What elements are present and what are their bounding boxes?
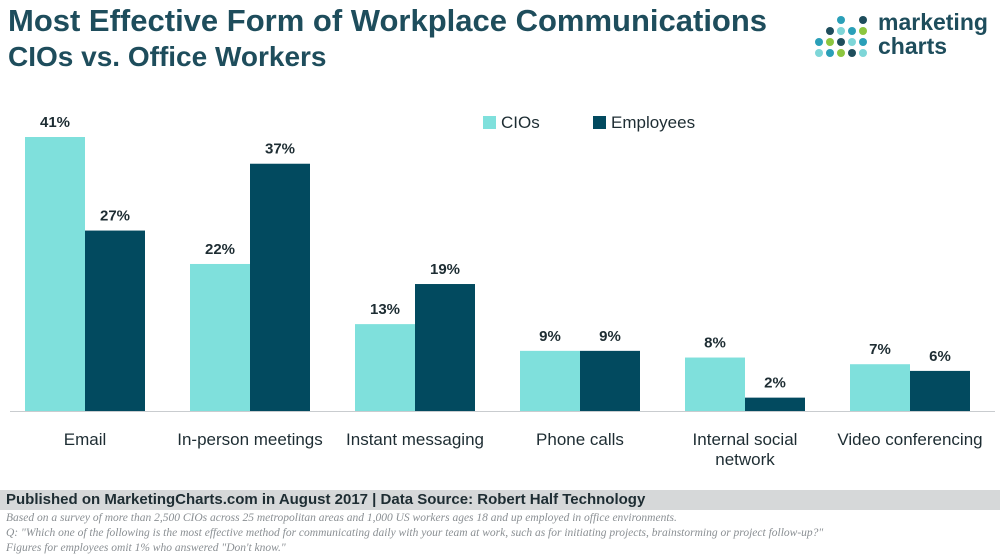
bar-employees-1 xyxy=(250,163,310,411)
footer-note-omission: Figures for employees omit 1% who answer… xyxy=(6,542,286,554)
logo-dot xyxy=(837,27,845,35)
bar-employees-4 xyxy=(745,397,805,411)
data-label: 6% xyxy=(929,348,951,365)
category-label: Email xyxy=(64,430,107,449)
data-label: 41% xyxy=(40,114,70,131)
data-label: 22% xyxy=(205,241,235,258)
footer-note-survey: Based on a survey of more than 2,500 CIO… xyxy=(6,512,677,524)
category-label: Instant messaging xyxy=(346,430,484,449)
legend-swatch xyxy=(483,116,496,129)
logo-dot xyxy=(815,49,823,57)
legend-swatch xyxy=(593,116,606,129)
data-label: 2% xyxy=(764,375,786,392)
bar-cios-5 xyxy=(850,364,910,411)
chart-title: Most Effective Form of Workplace Communi… xyxy=(8,3,768,38)
logo-dot xyxy=(859,49,867,57)
bar-cios-0 xyxy=(25,137,85,411)
footer-bar: Published on MarketingCharts.com in Augu… xyxy=(0,490,1000,510)
data-label: 9% xyxy=(599,328,621,345)
logo-dot xyxy=(826,27,834,35)
logo-dot xyxy=(859,38,867,46)
bar-cios-1 xyxy=(190,263,250,411)
data-label: 37% xyxy=(265,141,295,158)
bar-cios-4 xyxy=(685,357,745,411)
bar-cios-3 xyxy=(520,350,580,411)
logo-text-line2: charts xyxy=(878,33,948,59)
bar-employees-5 xyxy=(910,370,970,411)
logo-dot xyxy=(815,38,823,46)
logo-dot xyxy=(848,27,856,35)
data-label: 19% xyxy=(430,261,460,278)
data-label: 9% xyxy=(539,328,561,345)
marketingcharts-logo: marketing charts xyxy=(814,8,994,62)
category-label: In-person meetings xyxy=(177,430,323,449)
bar-employees-2 xyxy=(415,284,475,411)
footer-note-question: Q: "Which one of the following is the mo… xyxy=(6,527,824,539)
logo-dot xyxy=(837,49,845,57)
footer-source: Published on MarketingCharts.com in Augu… xyxy=(6,491,646,508)
logo-dot xyxy=(837,16,845,24)
logo-dot xyxy=(826,49,834,57)
logo-dots-icon xyxy=(815,16,867,57)
legend-label: CIOs xyxy=(501,113,540,132)
category-label: network xyxy=(715,450,775,469)
bar-chart: 41% 27% Email 22% 37% In-person meetings 13% 19… xyxy=(10,113,995,469)
data-label: 7% xyxy=(869,341,891,358)
category-label: Video conferencing xyxy=(837,430,982,449)
category-label: Phone calls xyxy=(536,430,624,449)
data-label: 27% xyxy=(100,208,130,225)
bar-cios-2 xyxy=(355,324,415,411)
logo-dot xyxy=(848,38,856,46)
data-label: 8% xyxy=(704,335,726,352)
logo-dot xyxy=(837,38,845,46)
footer: Published on MarketingCharts.com in Augu… xyxy=(0,490,1000,555)
bar-employees-0 xyxy=(85,230,145,411)
logo-text: marketing charts xyxy=(878,10,988,58)
logo-dot xyxy=(826,38,834,46)
logo-text-line1: marketing xyxy=(878,9,988,35)
category-label: Internal social xyxy=(693,430,798,449)
logo-dot xyxy=(848,49,856,57)
bar-employees-3 xyxy=(580,350,640,411)
logo-dot xyxy=(859,16,867,24)
chart-subtitle: CIOs vs. Office Workers xyxy=(8,41,327,72)
data-label: 13% xyxy=(370,301,400,318)
legend-label: Employees xyxy=(611,113,695,132)
logo-dot xyxy=(859,27,867,35)
